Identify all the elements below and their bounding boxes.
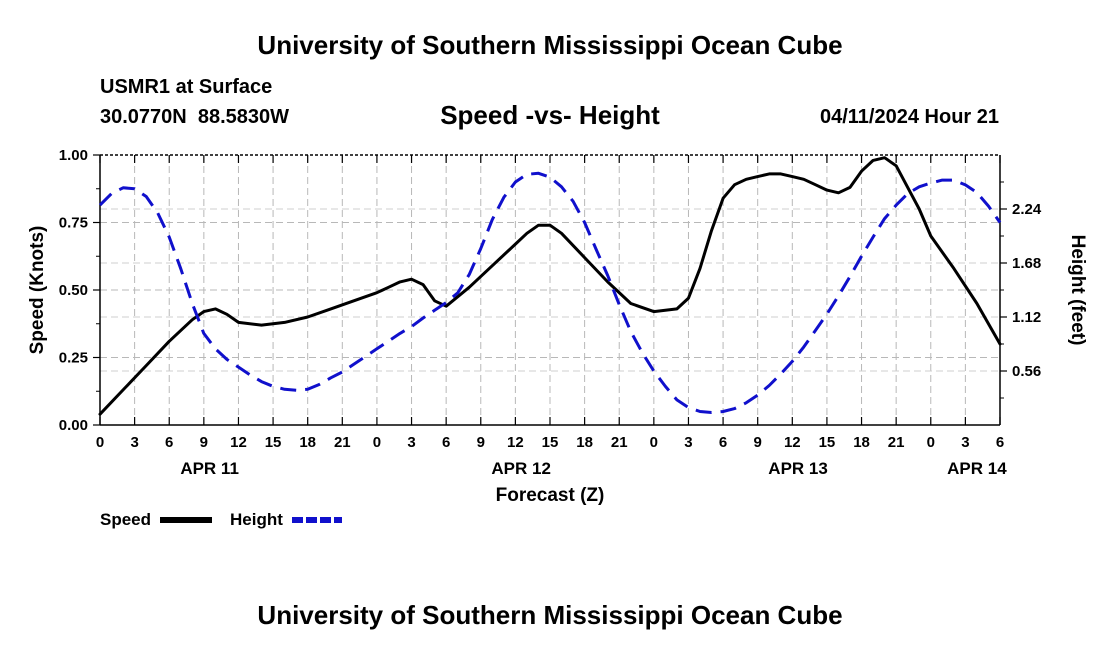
x-tick-label: 9: [754, 434, 762, 451]
date-label: APR 13: [768, 459, 828, 478]
y-tick-label: 0.25: [59, 350, 88, 367]
x-tick-label: 12: [507, 434, 524, 451]
y-tick-label: 0.00: [59, 417, 88, 434]
x-tick-label: 3: [961, 434, 969, 451]
station-label: USMR1 at Surface: [100, 76, 273, 98]
y-tick-label: 0.50: [59, 282, 88, 299]
timestamp-label: 04/11/2024 Hour 21: [819, 106, 999, 128]
x-tick-label: 15: [542, 434, 559, 451]
x-tick-label: 9: [200, 434, 208, 451]
x-tick-label: 6: [719, 434, 727, 451]
x-tick-label: 6: [996, 434, 1004, 451]
x-tick-label: 6: [165, 434, 173, 451]
legend-label-height: Height: [230, 510, 283, 529]
x-tick-label: 0: [96, 434, 104, 451]
y2-tick-label: 2.24: [1012, 201, 1042, 218]
x-tick-label: 3: [684, 434, 692, 451]
x-tick-label: 15: [819, 434, 836, 451]
top-title: University of Southern Mississippi Ocean…: [257, 30, 843, 60]
x-tick-label: 12: [230, 434, 247, 451]
y2-tick-label: 1.12: [1012, 309, 1041, 326]
coordinates-label: 30.0770N 88.5830W: [100, 106, 290, 128]
legend-label-speed: Speed: [100, 510, 151, 529]
x-axis-title: Forecast (Z): [496, 485, 605, 506]
date-label: APR 14: [947, 459, 1007, 478]
x-tick-label: 18: [853, 434, 870, 451]
x-tick-label: 3: [407, 434, 415, 451]
date-label: APR 12: [491, 459, 551, 478]
legend: Speed Height: [100, 510, 342, 529]
y2-tick-label: 1.68: [1012, 255, 1041, 272]
x-tick-label: 0: [373, 434, 381, 451]
bottom-title: University of Southern Mississippi Ocean…: [257, 600, 843, 630]
series-layer: [98, 156, 1002, 416]
x-tick-label: 21: [334, 434, 351, 451]
date-label: APR 11: [180, 459, 239, 478]
x-tick-label: 0: [650, 434, 658, 451]
x-tick-label: 9: [477, 434, 485, 451]
chart-title: Speed -vs- Height: [440, 100, 660, 130]
x-tick-label: 18: [576, 434, 593, 451]
x-tick-label: 0: [927, 434, 935, 451]
y-tick-label: 0.75: [59, 215, 88, 232]
axis-labels: 0 3 6 9 12 15 18 21 0 3 6 9 12 15 18 21 0 3 6 9 12 15 18 21 0 3 6 0…: [27, 147, 1088, 506]
y2-axis-title: Height (feet): [1067, 235, 1088, 346]
y-tick-label: 1.00: [59, 147, 88, 164]
speed-series-line: [98, 156, 1002, 416]
grid: [100, 155, 1000, 425]
x-tick-label: 15: [265, 434, 282, 451]
x-tick-label: 21: [611, 434, 628, 451]
axes: [93, 154, 1007, 426]
x-tick-label: 21: [888, 434, 905, 451]
y2-tick-label: 0.56: [1012, 363, 1041, 380]
x-tick-label: 12: [784, 434, 801, 451]
y-axis-title: Speed (Knots): [27, 226, 48, 355]
x-tick-label: 3: [130, 434, 138, 451]
x-tick-label: 6: [442, 434, 450, 451]
x-tick-label: 18: [299, 434, 316, 451]
